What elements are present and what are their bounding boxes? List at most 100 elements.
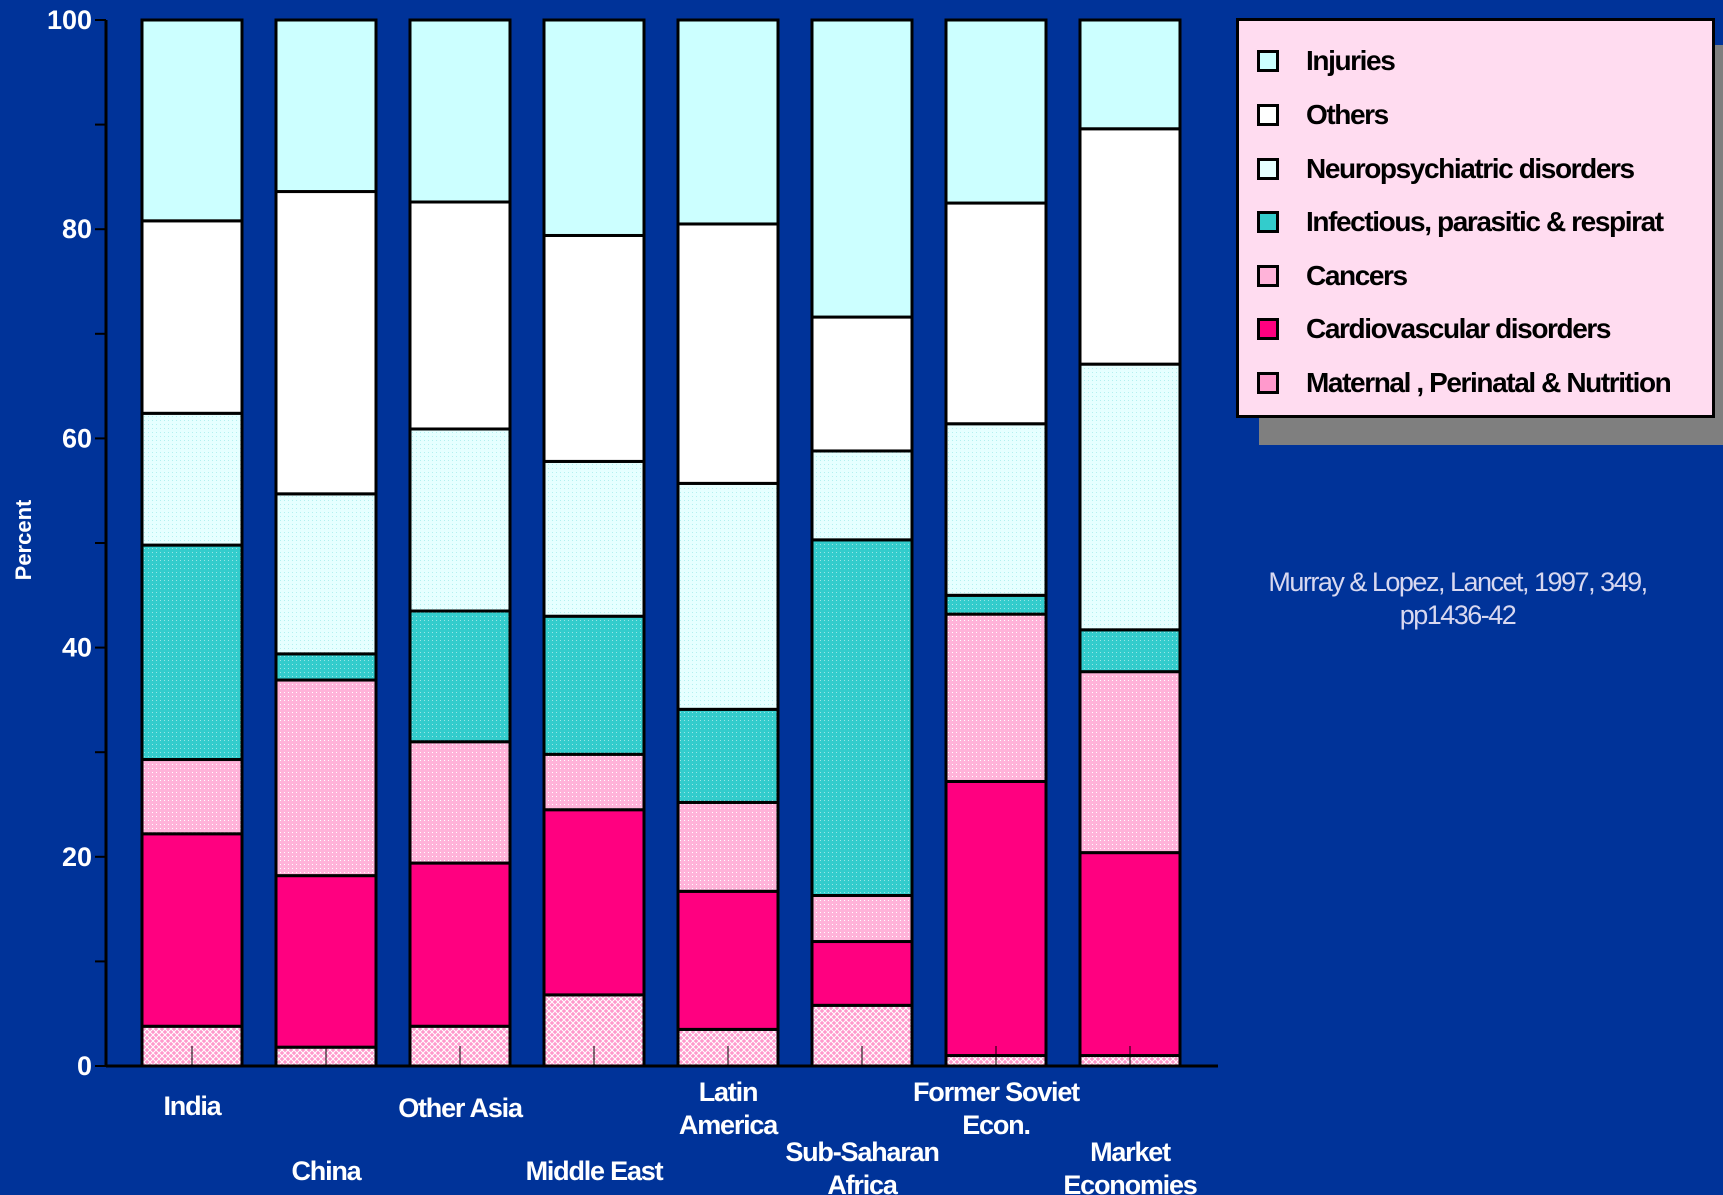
bar-segment-cardiovascular-disorders: [944, 779, 1048, 1058]
legend-label: Cardiovascular disorders: [1306, 313, 1612, 344]
bar-segment-cancers: [944, 612, 1048, 783]
bar-segment-infectious-parasitic-respirat: [676, 707, 780, 804]
legend-swatch-cardiovascular: [1257, 318, 1279, 340]
bar-segment-infectious-parasitic-respirat: [944, 593, 1048, 616]
y-axis-ticks: 0 20 40 60 80 100: [47, 5, 92, 1081]
legend-swatch-cancers: [1257, 265, 1279, 287]
bar-india: [140, 18, 244, 1068]
legend-swatch-injuries: [1257, 50, 1279, 72]
bar-latin-america: [676, 18, 780, 1068]
legend-label: Neuropsychiatric disorders: [1306, 153, 1635, 184]
legend-label: Others: [1306, 99, 1389, 130]
bar-segment-others: [810, 315, 914, 453]
legend-item: Infectious, parasitic & respirat: [1257, 202, 1664, 242]
legend-label: Maternal , Perinatal & Nutrition: [1306, 367, 1672, 398]
bar-other-asia: [408, 18, 512, 1068]
x-tick-label-india: India: [163, 1091, 222, 1121]
legend-swatch-others: [1257, 104, 1279, 126]
bar-segment-neuropsychiatric-disorders: [140, 411, 244, 547]
bar-segment-cardiovascular-disorders: [542, 808, 646, 997]
bar-segment-others: [274, 190, 378, 496]
bar-segment-neuropsychiatric-disorders: [1078, 362, 1182, 632]
legend-swatch-maternal: [1257, 372, 1279, 394]
bar-middle-east: [542, 18, 646, 1068]
bar-market-economies: [1078, 18, 1182, 1068]
x-tick-label-latin-america: Latin America: [679, 1077, 779, 1140]
citation-line-2: pp1436-42: [1399, 600, 1517, 630]
bar-segment-injuries: [274, 18, 378, 194]
y-axis-label: Percent: [11, 499, 36, 580]
bar-segment-neuropsychiatric-disorders: [408, 427, 512, 613]
x-tick-label-other-asia: Other Asia: [398, 1093, 524, 1123]
bars: [140, 18, 1182, 1068]
bar-segment-injuries: [408, 18, 512, 204]
x-axis-labels: India China Other Asia Middle East Latin Amer…: [163, 1077, 1198, 1195]
legend-item: Maternal , Perinatal & Nutrition: [1257, 363, 1672, 403]
y-tick-label: 40: [62, 633, 92, 663]
x-tick-label-china: China: [291, 1156, 362, 1186]
bar-segment-infectious-parasitic-respirat: [140, 543, 244, 762]
bar-segment-others: [408, 200, 512, 431]
legend-label: Infectious, parasitic & respirat: [1306, 206, 1664, 237]
y-tick-label: 20: [62, 842, 92, 872]
bar-segment-neuropsychiatric-disorders: [274, 492, 378, 656]
x-tick-label-former-soviet-econ: Former Soviet Econ.: [913, 1077, 1080, 1140]
x-tick-label-market-economies: Market Economies: [1063, 1137, 1196, 1195]
legend-item: Injuries: [1257, 41, 1396, 81]
legend-item: Cancers: [1257, 256, 1408, 296]
y-tick-label: 80: [62, 214, 92, 244]
bar-segment-others: [944, 201, 1048, 426]
legend: Injuries Others Neuropsychiatric disorde…: [1236, 18, 1715, 418]
bar-segment-infectious-parasitic-respirat: [810, 538, 914, 898]
bar-segment-infectious-parasitic-respirat: [542, 614, 646, 756]
bar-segment-cardiovascular-disorders: [274, 874, 378, 1049]
bar-segment-cancers: [1078, 670, 1182, 855]
bar-segment-others: [140, 219, 244, 415]
bar-segment-cancers: [542, 752, 646, 812]
bar-segment-neuropsychiatric-disorders: [542, 459, 646, 618]
bar-segment-neuropsychiatric-disorders: [944, 422, 1048, 597]
bar-segment-cancers: [274, 678, 378, 878]
bar-sub-saharan-africa: [810, 18, 914, 1068]
bar-segment-injuries: [676, 18, 780, 226]
bar-segment-cardiovascular-disorders: [408, 861, 512, 1028]
bar-segment-others: [1078, 127, 1182, 366]
legend-label: Injuries: [1306, 45, 1396, 76]
bar-segment-cancers: [810, 894, 914, 944]
legend-item: Others: [1257, 95, 1389, 135]
y-tick-label: 0: [77, 1051, 92, 1081]
bar-segment-neuropsychiatric-disorders: [810, 449, 914, 542]
legend-item: Cardiovascular disorders: [1257, 309, 1612, 349]
legend-swatch-infectious: [1257, 211, 1279, 233]
bar-segment-injuries: [810, 18, 914, 319]
y-tick-label: 60: [62, 423, 92, 453]
bar-segment-cancers: [408, 740, 512, 865]
bar-segment-injuries: [944, 18, 1048, 205]
bar-segment-others: [676, 222, 780, 485]
bar-segment-injuries: [542, 18, 646, 237]
bar-segment-cancers: [676, 800, 780, 893]
bar-segment-neuropsychiatric-disorders: [676, 481, 780, 711]
bar-segment-others: [542, 233, 646, 463]
legend-label: Cancers: [1306, 260, 1408, 291]
legend-swatch-neuropsychiatric: [1257, 158, 1279, 180]
citation: Murray & Lopez, Lancet, 1997, 349, pp143…: [1200, 566, 1715, 632]
x-tick-label-middle-east: Middle East: [526, 1156, 664, 1186]
axes: [95, 19, 1218, 1068]
bar-segment-cardiovascular-disorders: [676, 889, 780, 1031]
bar-former-soviet-econ: [944, 18, 1048, 1068]
bar-segment-injuries: [1078, 18, 1182, 131]
bar-segment-injuries: [140, 18, 244, 223]
legend-item: Neuropsychiatric disorders: [1257, 149, 1635, 189]
bar-segment-cardiovascular-disorders: [810, 940, 914, 1007]
bar-segment-infectious-parasitic-respirat: [408, 609, 512, 744]
bar-segment-infectious-parasitic-respirat: [1078, 628, 1182, 674]
bar-segment-cardiovascular-disorders: [1078, 851, 1182, 1058]
citation-line-1: Murray & Lopez, Lancet, 1997, 349,: [1268, 567, 1648, 597]
bar-segment-cardiovascular-disorders: [140, 832, 244, 1028]
y-tick-label: 100: [47, 5, 92, 35]
bar-segment-cancers: [140, 758, 244, 836]
bar-segment-infectious-parasitic-respirat: [274, 652, 378, 682]
bar-china: [274, 18, 378, 1068]
